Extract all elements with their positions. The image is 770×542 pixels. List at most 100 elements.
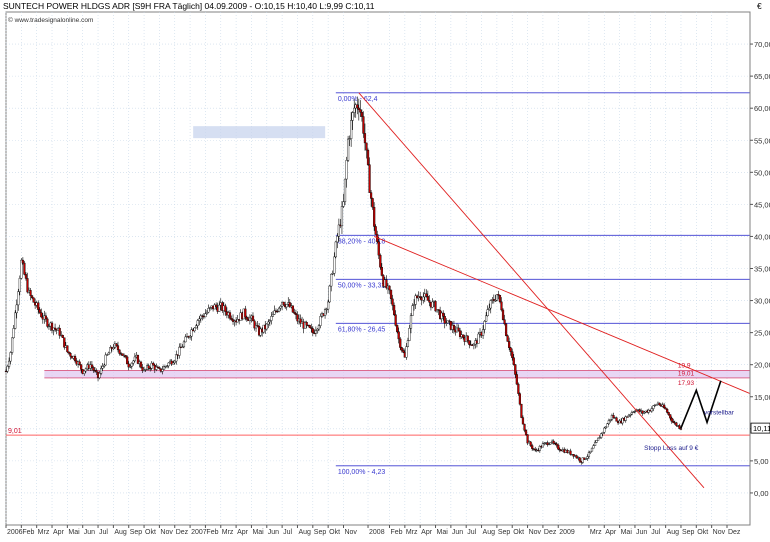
candle-body [377, 241, 380, 256]
x-tick-label: 2009 [559, 529, 575, 536]
candle-body [50, 322, 54, 331]
candle-body [73, 355, 77, 362]
candle-body [374, 226, 377, 235]
candle-body [670, 417, 673, 422]
candle-body [365, 142, 368, 151]
candle-body [251, 315, 255, 322]
candle-body [316, 328, 319, 331]
candle-body [204, 313, 207, 318]
candle-body [446, 320, 449, 324]
candle-body [524, 430, 528, 435]
candle-body [557, 444, 560, 450]
candle-body [195, 325, 198, 329]
candle-body [371, 198, 374, 208]
candle-body [391, 298, 394, 306]
x-tick-label: Aug [667, 529, 680, 536]
candle-body [495, 294, 498, 301]
x-tick-label: Sep [682, 529, 695, 536]
candle-body [296, 314, 299, 322]
candle-body [393, 305, 396, 315]
candle-body [492, 299, 495, 301]
candle-body [581, 457, 584, 463]
trendline [373, 236, 751, 394]
candle-body [115, 343, 118, 346]
candle-body [136, 355, 140, 364]
candle-body [348, 138, 351, 140]
candle-body [462, 334, 465, 338]
candle-body [340, 206, 344, 227]
x-tick-label: Aug [298, 529, 311, 536]
candle-body [26, 278, 29, 293]
candle-body [317, 325, 321, 330]
candle-body [147, 365, 150, 369]
candle-body [40, 312, 43, 318]
candle-body [603, 427, 606, 433]
candle-body [23, 262, 26, 275]
candle-body [38, 309, 41, 313]
candle-body [458, 330, 462, 337]
candle-body [14, 312, 17, 329]
candle-body [607, 420, 610, 424]
y-tick-label: 65,00 [754, 72, 770, 81]
x-tick-label: Nov [529, 529, 542, 536]
zone-label-bottom: 17,93 [678, 380, 695, 387]
candle-body [170, 360, 173, 365]
candle-body [205, 311, 209, 314]
candle-body [434, 301, 437, 312]
candle-body [590, 447, 594, 452]
candle-body [337, 224, 340, 237]
candle-body [288, 302, 291, 308]
candle-body [107, 352, 110, 355]
candle-body [156, 366, 159, 368]
candle-body [126, 356, 129, 365]
candle-body [549, 442, 552, 445]
candle-body [334, 241, 337, 258]
candle-body [109, 347, 112, 354]
candle-body [366, 149, 370, 165]
y-tick-label: 60,00 [754, 104, 770, 113]
candle-body [497, 294, 500, 296]
candle-body [402, 350, 405, 353]
candle-body [291, 305, 294, 313]
candle-body [554, 443, 557, 445]
candle-body [397, 331, 400, 340]
fib-label: 100,00% - 4,23 [338, 469, 386, 476]
candle-body [518, 393, 521, 405]
y-unit-label: € [757, 1, 762, 11]
candle-body [488, 307, 491, 310]
y-tick-label: 30,00 [754, 297, 770, 306]
candle-body [267, 321, 270, 325]
candle-body [132, 360, 135, 364]
x-tick-label: Mrz [38, 529, 50, 536]
candle-body [162, 366, 166, 370]
candle-body [408, 328, 411, 341]
y-tick-label: 40,00 [754, 232, 770, 241]
candle-body [253, 320, 256, 329]
last-price-label: 10,11 [753, 424, 770, 433]
candle-body [46, 318, 49, 327]
zone-label-mid: 19,01 [678, 370, 695, 377]
candle-body [7, 360, 11, 367]
candle-body [188, 335, 192, 338]
candle-body [632, 411, 635, 413]
x-tick-label: Jun [452, 529, 463, 536]
candle-body [218, 304, 221, 312]
candle-body [489, 300, 492, 309]
candle-body [152, 362, 155, 366]
x-tick-label: Apr [53, 529, 65, 536]
candle-body [116, 345, 120, 351]
candle-body [11, 337, 14, 353]
candle-body [445, 322, 448, 324]
y-tick-label: 20,00 [754, 361, 770, 370]
x-tick-label: Jun [268, 529, 279, 536]
projection-path [680, 380, 722, 429]
candle-body [129, 366, 132, 368]
candle-body [277, 307, 281, 312]
candle-body [431, 301, 434, 308]
candle-body [182, 341, 186, 348]
stop-loss-label: Stopp Loss auf 9 € [644, 445, 699, 452]
candle-body [399, 338, 402, 348]
x-axis: 2006 Feb Mrz Apr Mai Jun Jul Aug Sep Okt Nov Dez 200… [5, 525, 741, 536]
candle-body [630, 412, 633, 415]
